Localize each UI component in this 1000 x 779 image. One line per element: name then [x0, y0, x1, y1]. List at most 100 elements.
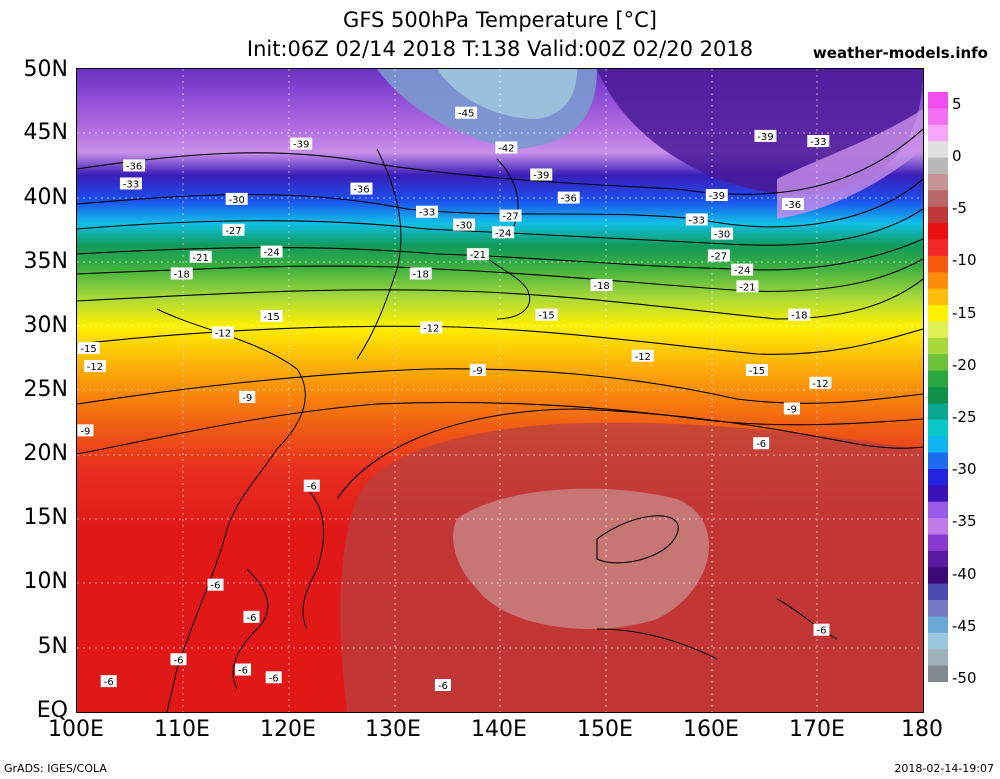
svg-text:-21: -21 [739, 282, 755, 293]
colorbar-cell [928, 223, 948, 240]
svg-text:-15: -15 [749, 366, 765, 377]
lon-label: 140E [471, 717, 527, 742]
contour-label: -42 [495, 141, 518, 154]
contour-label: -18 [170, 267, 193, 280]
contour-label: -36 [350, 182, 373, 196]
svg-text:-6: -6 [756, 439, 766, 450]
color-bar [928, 92, 948, 682]
colorbar-label: -20 [952, 356, 977, 374]
contour-label: -27 [499, 209, 522, 223]
svg-text:-6: -6 [104, 677, 114, 688]
lat-label: 5N [37, 634, 68, 659]
contour-label: -39 [530, 168, 553, 181]
contour-label: -12 [420, 321, 443, 334]
svg-text:-42: -42 [498, 143, 514, 154]
svg-text:-24: -24 [495, 228, 511, 239]
svg-text:-39: -39 [533, 170, 549, 181]
graticule [77, 69, 923, 712]
lat-label: 25N [23, 377, 68, 402]
colorbar-cell [928, 141, 948, 159]
colorbar-cell [928, 239, 948, 257]
lon-label: 150E [577, 717, 633, 742]
chart-subtitle: Init:06Z 02/14 2018 T:138 Valid:00Z 02/2… [246, 37, 754, 61]
lat-label: 40N [23, 185, 68, 210]
svg-text:-18: -18 [413, 269, 429, 280]
colorbar-cell [928, 190, 948, 208]
colorbar-cell [928, 288, 948, 306]
svg-text:-9: -9 [242, 393, 252, 404]
contour-label: -27 [222, 223, 245, 237]
colorbar-cell [928, 501, 948, 519]
svg-text:-12: -12 [87, 362, 103, 373]
svg-text:-21: -21 [470, 250, 486, 261]
colorbar-cell [928, 157, 948, 175]
colorbar-cell [928, 649, 948, 667]
svg-text:-45: -45 [458, 109, 474, 120]
lat-label: 15N [23, 505, 68, 530]
colorbar-cell [928, 665, 948, 682]
svg-text:-39: -39 [293, 140, 309, 151]
contour-label: -21 [189, 250, 212, 264]
contour-label: -36 [123, 159, 146, 172]
lon-label: 130E [365, 717, 421, 742]
lat-label: 50N [23, 57, 68, 82]
svg-text:-6: -6 [174, 655, 184, 666]
contour-label: -24 [260, 245, 283, 259]
contour-label: -33 [119, 177, 142, 190]
svg-text:-39: -39 [757, 132, 773, 143]
lon-label: 120E [260, 717, 316, 742]
contour-label: -9 [469, 363, 486, 377]
colorbar-cell [928, 534, 948, 552]
svg-text:-39: -39 [709, 191, 725, 202]
colorbar-cell [928, 255, 948, 273]
warm-tongue [777, 109, 923, 219]
lat-label: 30N [23, 313, 68, 338]
colorbar-cell [928, 452, 948, 470]
colorbar-cell [928, 321, 948, 339]
svg-text:-15: -15 [538, 311, 554, 322]
svg-text:-18: -18 [593, 281, 609, 292]
lon-label: 160E [683, 717, 739, 742]
contour-label: -6 [235, 663, 252, 677]
colorbar-label: -30 [952, 460, 977, 478]
cold-pool-core [437, 69, 577, 119]
svg-text:-36: -36 [785, 200, 801, 211]
lat-label: EQ [36, 698, 68, 723]
contour-labels: -45-42-39-39-39 -33-39-36-33 -36-36-36-30-… [77, 106, 832, 692]
contour-label: -6 [100, 675, 117, 688]
contour-label: -21 [736, 280, 759, 293]
svg-text:-15: -15 [263, 312, 279, 323]
svg-text:-36: -36 [126, 161, 142, 172]
lon-label: 100E [48, 717, 104, 742]
lat-label: 35N [23, 249, 68, 274]
temperature-map: -45-42-39-39-39 -33-39-36-33 -36-36-36-30-… [77, 69, 923, 712]
svg-text:-6: -6 [211, 581, 221, 592]
colorbar-cell [928, 403, 948, 421]
colorbar-label: 0 [952, 147, 962, 165]
svg-text:-12: -12 [812, 379, 828, 390]
contour-label: -30 [225, 192, 248, 206]
colorbar-label: -5 [952, 199, 967, 217]
colorbar-cell [928, 419, 948, 437]
contour-label: -12 [631, 349, 654, 363]
svg-text:-33: -33 [689, 215, 705, 226]
svg-text:-6: -6 [246, 613, 256, 624]
lat-label: 10N [23, 569, 68, 594]
svg-text:-9: -9 [473, 366, 483, 377]
contour-label: -6 [753, 437, 770, 450]
lon-label: 110E [154, 717, 210, 742]
contour-label: -6 [170, 653, 187, 666]
contour-lines [77, 128, 923, 564]
footer-timestamp: 2018-02-14-19:07 [894, 762, 994, 775]
contour-label: -6 [207, 578, 224, 592]
svg-text:-9: -9 [787, 405, 797, 416]
colorbar-cell [928, 518, 948, 535]
svg-text:-18: -18 [174, 269, 190, 280]
svg-text:-6: -6 [238, 666, 248, 677]
contour-label: -36 [781, 198, 804, 211]
chart-title: GFS 500hPa Temperature [°C] [343, 8, 657, 32]
svg-text:-27: -27 [225, 226, 241, 237]
svg-text:-27: -27 [711, 251, 727, 262]
svg-text:-12: -12 [215, 329, 231, 340]
contour-label: -9 [239, 390, 256, 404]
